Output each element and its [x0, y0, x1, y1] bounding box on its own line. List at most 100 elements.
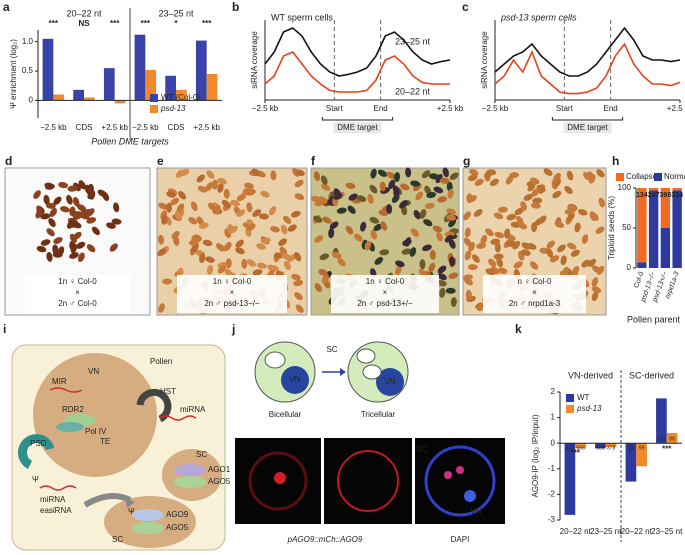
target-box [333, 122, 382, 133]
seed [404, 237, 412, 247]
line [494, 26, 681, 77]
seed [58, 181, 69, 189]
seed [523, 193, 533, 201]
seed [251, 168, 261, 177]
seed [314, 235, 324, 243]
x-tick-label: +2.5 kb [667, 104, 685, 113]
seed [574, 222, 581, 233]
seed [244, 182, 254, 190]
sc-signal [444, 471, 452, 479]
seed [157, 248, 166, 257]
seed [442, 167, 449, 178]
caption: 2n ♂ psd-13−/− [204, 299, 260, 308]
bar-segment [637, 262, 647, 268]
micrograph-caption: DAPI [451, 535, 470, 544]
y-axis-label: siRNA coverage [480, 31, 489, 89]
seed [386, 171, 396, 179]
x-tick-label: −2.5 kb [252, 104, 279, 113]
seed [198, 222, 209, 229]
mirna [39, 485, 77, 491]
seed [530, 261, 539, 270]
seed [293, 279, 304, 287]
seed [217, 183, 224, 193]
seed [473, 209, 483, 217]
seed [291, 273, 301, 281]
legend-swatch [150, 94, 158, 102]
y-tick-label: 0.5 [22, 66, 34, 75]
y-tick-label: 1.0 [22, 37, 34, 46]
seed [281, 253, 291, 260]
seed [106, 222, 116, 229]
x-tick-label: Col-0 [633, 271, 645, 289]
seed [59, 206, 70, 213]
seed [205, 182, 214, 192]
seed [536, 184, 546, 193]
x-tick-label: +2.5 kb [101, 123, 128, 132]
seed [293, 252, 302, 262]
seed [313, 215, 323, 223]
seed [395, 265, 402, 276]
n-label: 457 [566, 446, 575, 452]
diagram-label: PSD [30, 439, 47, 448]
seed [66, 194, 73, 205]
seed [278, 238, 288, 247]
seed [295, 169, 305, 176]
seed [347, 205, 356, 214]
seed [532, 197, 543, 204]
seed [401, 248, 412, 255]
diagram-label: SC [196, 450, 207, 459]
seed [359, 221, 367, 232]
seed [109, 243, 118, 252]
seed [428, 173, 439, 180]
seed [446, 214, 457, 221]
y-axis-label: Ψ enrichment (log₂) [9, 39, 18, 109]
legend-swatch [566, 394, 574, 402]
bar-segment [648, 190, 659, 268]
x-axis-label: Pollen DME targets [91, 136, 169, 146]
legend-swatch [616, 173, 624, 181]
x-tick-label: CDS [76, 123, 93, 132]
panel-label: e [157, 154, 164, 168]
diagram-label: VN [289, 375, 300, 384]
seed [598, 197, 605, 208]
seed [294, 179, 304, 188]
seed [370, 168, 377, 179]
n-label: 88 [669, 437, 675, 443]
caption: 1n ♀ Col-0 [213, 277, 252, 286]
seed [236, 193, 247, 202]
x-tick-label: End [604, 104, 618, 113]
legend-swatch [150, 105, 158, 113]
seed [252, 269, 263, 276]
hst-protein [136, 388, 172, 423]
sc-cell [356, 348, 376, 364]
seed [392, 185, 400, 195]
n-label: 378 [607, 446, 616, 452]
caption-box [25, 275, 130, 313]
x-axis-label: DME target [337, 123, 378, 132]
caption: × [230, 288, 235, 297]
seed [227, 224, 234, 234]
bar-segment [637, 188, 647, 263]
diagram-label: Pol IV [85, 427, 107, 436]
seed [318, 269, 328, 276]
bar-segment [660, 228, 671, 268]
seed [367, 193, 374, 204]
seed [158, 202, 168, 210]
seed [497, 206, 508, 213]
bar-segment [648, 188, 659, 191]
panel-label: c [462, 0, 469, 14]
ago5 [132, 522, 164, 534]
seed [230, 199, 240, 207]
sc-cell [362, 364, 382, 380]
bar [564, 443, 576, 515]
seed [260, 190, 270, 198]
seed [588, 174, 596, 184]
seed [395, 260, 405, 268]
seed [377, 169, 388, 177]
arrow-head [125, 498, 135, 508]
seed [273, 252, 284, 259]
n-label: 680 [596, 446, 605, 452]
seed [494, 242, 501, 253]
group-label: 20–22 nt [66, 8, 102, 18]
caption: 1n ♀ Col-0 [58, 277, 97, 286]
